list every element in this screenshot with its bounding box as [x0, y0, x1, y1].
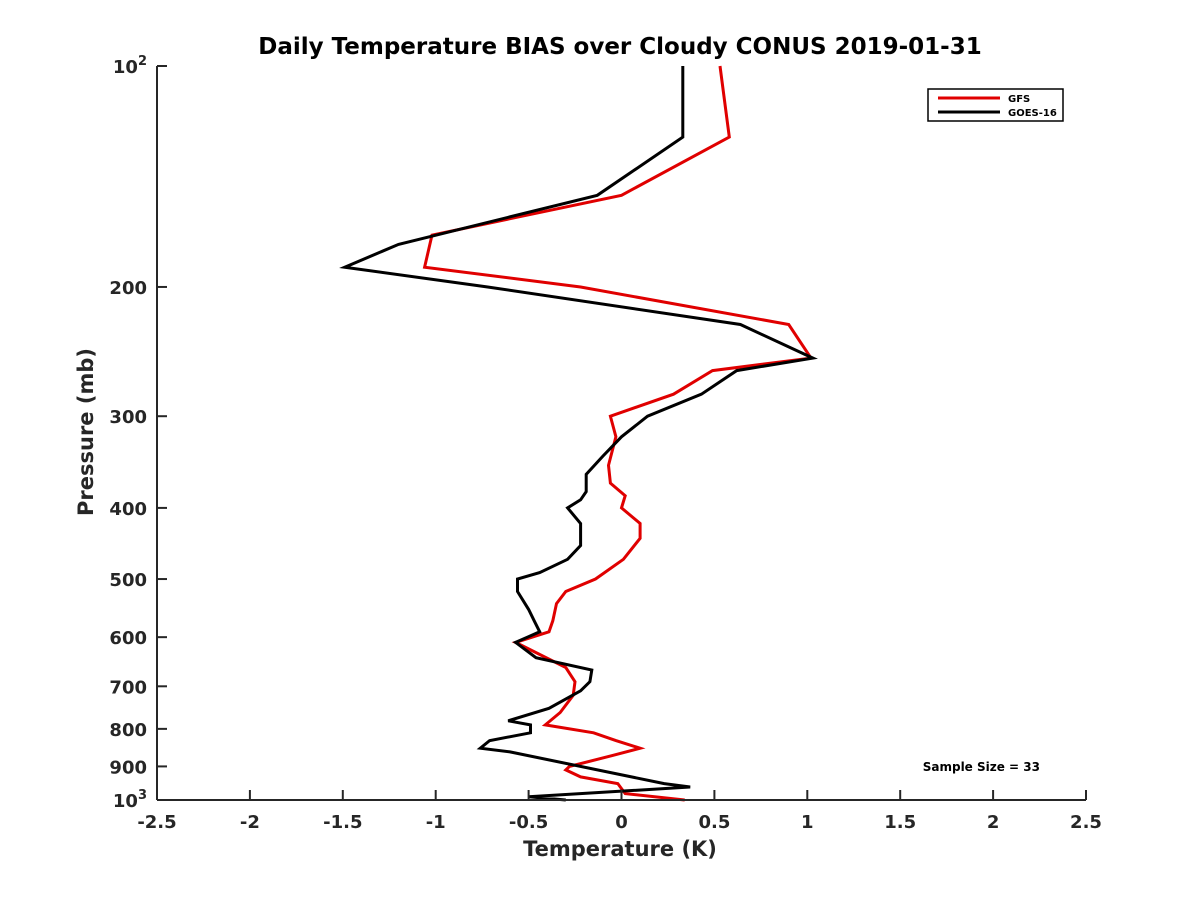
legend-label-gfs: GFS — [1008, 94, 1030, 105]
x-tick-label: 2 — [987, 812, 1000, 833]
y-tick-label: 200 — [109, 278, 147, 299]
x-tick-label: -0.5 — [509, 812, 548, 833]
y-axis-label: Pressure (mb) — [74, 348, 98, 516]
y-tick-label: 103 — [113, 788, 147, 812]
x-tick-label: -2 — [240, 812, 260, 833]
y-tick-label: 900 — [109, 757, 147, 778]
x-tick-label: 1 — [801, 812, 814, 833]
legend: GFS GOES-16 — [927, 88, 1064, 122]
x-tick-label: 2.5 — [1070, 812, 1102, 833]
y-tick-label: 300 — [109, 407, 147, 428]
x-tick-label: -1.5 — [323, 812, 362, 833]
y-tick-label: 600 — [109, 628, 147, 649]
x-tick-label: 1.5 — [884, 812, 916, 833]
x-tick-label: -2.5 — [137, 812, 176, 833]
series-line-gfs — [422, 65, 814, 802]
plot-lines — [339, 65, 818, 802]
chart-title: Daily Temperature BIAS over Cloudy CONUS… — [258, 34, 981, 60]
x-axis-label: Temperature (K) — [523, 837, 717, 861]
axes: -2.5 -2 -1.5 -1 -0.5 0 0.5 1 1.5 2 2.5 102 200 300 400… — [109, 54, 1102, 833]
sample-size-annotation: Sample Size = 33 — [923, 760, 1040, 774]
y-tick-label: 102 — [113, 54, 147, 78]
y-tick-label: 700 — [109, 677, 147, 698]
series-line-goes-16 — [339, 66, 818, 802]
x-tick-label: -1 — [426, 812, 446, 833]
x-tick-label: 0.5 — [698, 812, 730, 833]
legend-label-goes-16: GOES-16 — [1008, 108, 1057, 119]
x-tick-label: 0 — [615, 812, 628, 833]
y-tick-label: 400 — [109, 499, 147, 520]
legend-box — [927, 88, 1064, 122]
y-tick-label: 800 — [109, 720, 147, 741]
y-tick-label: 500 — [109, 570, 147, 591]
